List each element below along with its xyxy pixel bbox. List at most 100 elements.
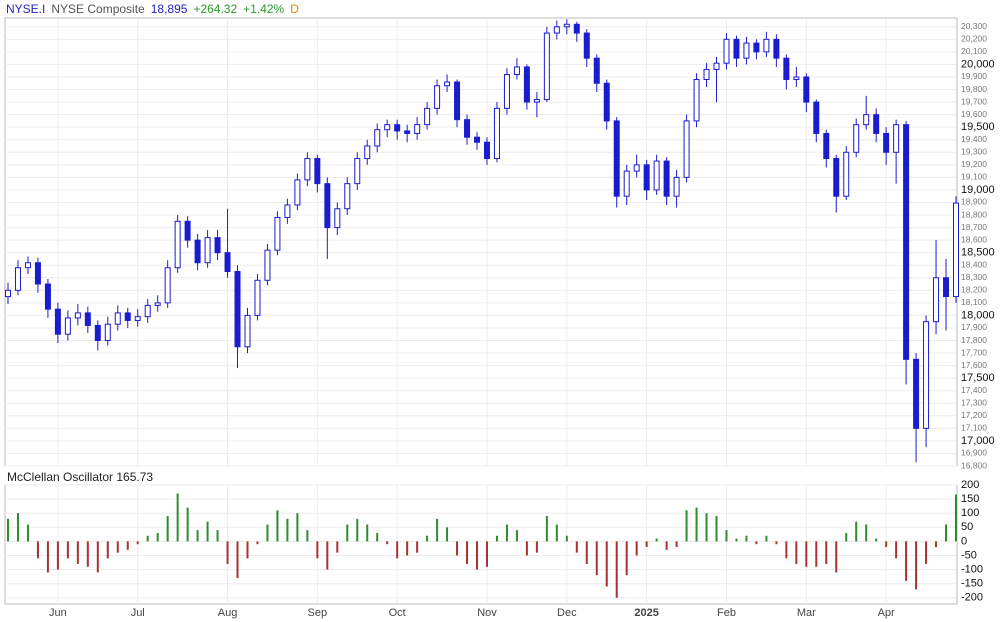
osc-bar xyxy=(765,535,768,542)
x-tick-label: Mar xyxy=(797,607,816,619)
osc-bar xyxy=(855,521,858,542)
y-tick-label: 19,200 xyxy=(961,159,987,169)
osc-bar xyxy=(76,541,79,564)
x-tick-label: Feb xyxy=(717,607,736,619)
candle-body xyxy=(583,32,590,59)
candle-body xyxy=(34,262,41,285)
y-tick-label: -150 xyxy=(961,578,983,590)
y-tick-label: 19,000 xyxy=(961,184,995,196)
osc-bar xyxy=(685,510,688,542)
osc-bar xyxy=(26,524,29,542)
osc-title-text: McClellan Oscillator xyxy=(7,470,113,484)
candle-body xyxy=(44,283,51,310)
y-tick-label: 16,900 xyxy=(961,448,987,458)
candle-body xyxy=(304,158,311,181)
osc-bar xyxy=(126,541,129,550)
osc-bar xyxy=(436,518,439,542)
osc-bar xyxy=(835,541,838,573)
candle-body xyxy=(264,249,271,281)
candle-body xyxy=(513,66,520,75)
candle-body xyxy=(923,321,930,429)
candle-body xyxy=(164,267,171,304)
osc-bar xyxy=(845,532,848,542)
osc-bar xyxy=(36,541,39,559)
name: NYSE Composite xyxy=(51,2,145,16)
osc-bar xyxy=(136,541,139,545)
candle-body xyxy=(893,124,900,153)
candle-body xyxy=(813,101,820,134)
candle-body xyxy=(703,68,710,80)
candle-body xyxy=(673,176,680,197)
osc-bar xyxy=(426,535,429,542)
candle-body xyxy=(84,312,91,326)
osc-bar xyxy=(485,541,488,567)
candle-body xyxy=(593,57,600,84)
candle-body xyxy=(14,267,21,291)
osc-bar xyxy=(316,541,319,559)
y-tick-label: 17,100 xyxy=(961,423,987,433)
x-tick-label: Nov xyxy=(477,607,497,619)
osc-bar xyxy=(625,541,628,576)
osc-bar xyxy=(236,541,239,579)
y-tick-label: 16,800 xyxy=(961,460,987,470)
osc-bar xyxy=(226,541,229,564)
osc-bar xyxy=(256,541,259,545)
candle-body xyxy=(663,160,670,197)
y-tick-label: 19,400 xyxy=(961,134,987,144)
osc-bar xyxy=(306,530,309,542)
candle-body xyxy=(354,158,361,185)
candle-body xyxy=(244,314,251,348)
osc-bar xyxy=(775,541,778,545)
osc-panel xyxy=(4,484,958,605)
candle-body xyxy=(124,312,131,321)
candle-body xyxy=(374,129,381,147)
x-tick-label: Oct xyxy=(389,607,406,619)
candle-body xyxy=(64,317,71,335)
candle-body xyxy=(314,158,321,185)
candle-body xyxy=(144,304,151,318)
osc-bar xyxy=(346,524,349,542)
osc-bar xyxy=(206,521,209,542)
candle-body xyxy=(394,124,401,132)
candle-body xyxy=(384,124,391,131)
osc-bar xyxy=(795,541,798,564)
y-tick-label: 18,700 xyxy=(961,222,987,232)
osc-bar xyxy=(156,532,159,542)
candle-body xyxy=(114,312,121,325)
candle-body xyxy=(483,141,490,160)
osc-bar xyxy=(575,541,578,553)
osc-bar xyxy=(935,541,938,548)
osc-bar xyxy=(266,524,269,542)
y-tick-label: 18,100 xyxy=(961,297,987,307)
y-tick-label: 18,000 xyxy=(961,309,995,321)
y-tick-label: 18,400 xyxy=(961,259,987,269)
candle-body xyxy=(853,124,860,153)
candle-body xyxy=(454,81,461,121)
candle-body xyxy=(743,42,750,59)
y-tick-label: 18,800 xyxy=(961,209,987,219)
osc-bar xyxy=(515,530,518,542)
interval: D xyxy=(290,2,299,16)
y-tick-label: 0 xyxy=(961,535,967,547)
osc-bar xyxy=(96,541,99,573)
osc-bar xyxy=(655,538,658,542)
candle-body xyxy=(104,323,111,342)
y-tick-label: 20,200 xyxy=(961,34,987,44)
candle-body xyxy=(843,151,850,197)
candle-body xyxy=(733,38,740,59)
candle-body xyxy=(543,32,550,101)
y-tick-label: -100 xyxy=(961,564,983,576)
candle-body xyxy=(573,23,580,34)
candle-body xyxy=(74,312,81,319)
y-tick-label: 18,200 xyxy=(961,285,987,295)
candle-body xyxy=(54,308,61,335)
candle-body xyxy=(633,164,640,172)
osc-bar xyxy=(356,518,359,542)
osc-bar xyxy=(286,518,289,542)
osc-bar xyxy=(895,541,898,559)
osc-bar xyxy=(595,541,598,576)
osc-bar xyxy=(875,538,878,542)
osc-bar xyxy=(276,510,279,542)
osc-bar xyxy=(366,524,369,542)
y-tick-label: 18,900 xyxy=(961,197,987,207)
